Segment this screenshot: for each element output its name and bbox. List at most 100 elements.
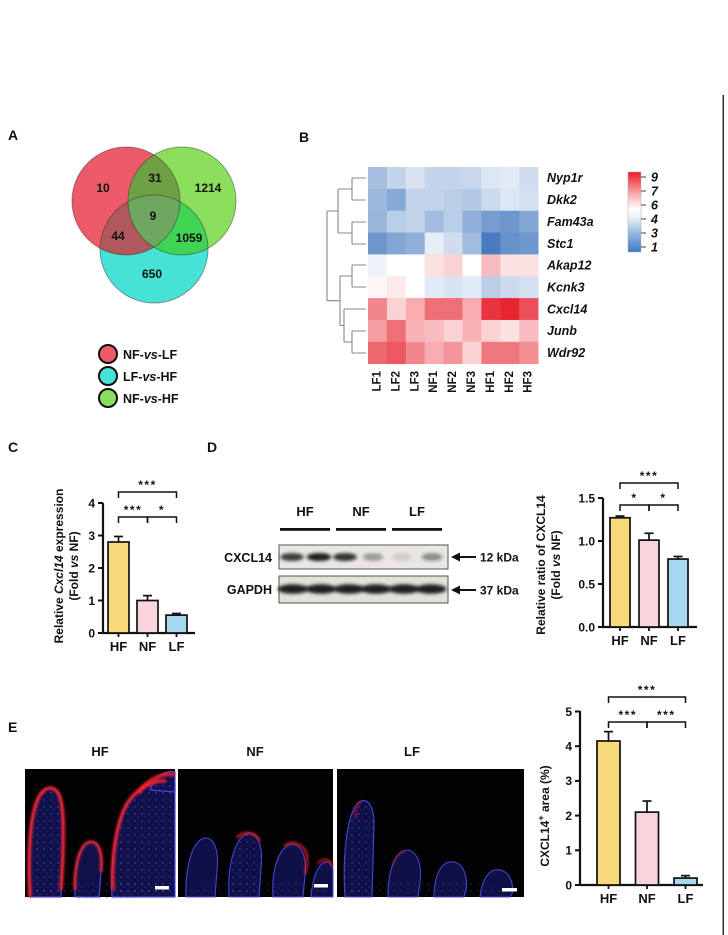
heatmap-cell	[462, 341, 482, 365]
heatmap-cell	[519, 254, 539, 277]
significance-label: ***	[638, 683, 657, 697]
heatmap-cell	[386, 254, 407, 277]
heatmap-row-label: Cxcl14	[547, 302, 587, 316]
blot-group-nf: NF	[352, 504, 369, 519]
heatmap-row-label: Dkk2	[547, 193, 577, 207]
heatmap-cell	[368, 254, 388, 277]
x-category-label: LF	[678, 891, 694, 906]
heatmap-cell	[481, 319, 501, 343]
heatmap-cell	[368, 298, 388, 321]
y-tick-label: 1	[88, 594, 95, 608]
blot-band	[415, 584, 447, 594]
y-tick-label: 2	[88, 561, 95, 575]
panel-c-ylabel: Relative Cxcl14 expression (Fold vs NF)	[52, 489, 81, 644]
heatmap-cell	[519, 188, 539, 212]
heatmap-cell	[368, 319, 388, 343]
significance-bracket	[146, 516, 178, 523]
blot-band	[333, 584, 365, 594]
heatmap-cell	[368, 188, 388, 212]
heatmap-cell	[443, 341, 463, 365]
heatmap-grid: Nyp1r Dkk2 Fam43a Stc1 Akap12 Kcnk3 Cxcl14 Junb…	[368, 167, 594, 393]
heatmap-cell	[443, 319, 463, 343]
heatmap-cell	[500, 210, 520, 233]
heatmap-row-label: Wdr92	[547, 346, 585, 360]
heatmap-cell	[462, 167, 482, 190]
significance-label: ***	[138, 478, 157, 492]
heatmap-cell	[443, 188, 463, 212]
colorbar-tick-label: 9	[651, 170, 658, 184]
blot-group-underline	[336, 528, 386, 531]
svg-text:(Fold vs NF): (Fold vs NF)	[67, 531, 81, 600]
heatmap-col-label: HF3	[523, 371, 535, 393]
svg-text:Relative ratio of CXCL14: Relative ratio of CXCL14	[534, 495, 548, 635]
y-tick-label: 4	[88, 496, 95, 510]
blot-band	[333, 553, 357, 561]
heatmap-cell	[424, 319, 444, 343]
heatmap-cell	[386, 341, 407, 365]
y-tick-label: 3	[565, 774, 572, 788]
heatmap-cell	[368, 341, 388, 365]
heatmap-cell	[519, 298, 539, 321]
bar-nf	[638, 539, 660, 628]
heatmap-cell	[519, 210, 539, 233]
heatmap-row-label: Stc1	[547, 237, 573, 251]
heatmap-cell	[443, 298, 463, 321]
blot-row-label-cxcl14: CXCL14	[224, 551, 272, 565]
y-tick-label: 1.5	[578, 491, 595, 505]
colorbar-tick-label: 3	[651, 226, 658, 240]
heatmap-cell	[405, 210, 426, 233]
heatmap-col-label: LF2	[390, 371, 402, 391]
dendrogram	[326, 177, 366, 354]
heatmap-cell	[481, 254, 501, 277]
blot-arrow-12kda: 12 kDa	[451, 551, 519, 565]
significance-bracket	[607, 721, 648, 728]
heatmap-cell	[500, 254, 520, 277]
heatmap-cell	[481, 167, 501, 190]
svg-text:Relative Cxcl14 expression: Relative Cxcl14 expression	[52, 489, 66, 644]
venn-legend: NF-vs-LF LF-vs-HF NF-vs-HF	[98, 344, 179, 408]
legend-label-nf-vs-hf: NF-vs-HF	[123, 392, 179, 406]
x-category-label: HF	[110, 639, 127, 654]
heatmap-cell	[443, 276, 463, 299]
heatmap-cell	[405, 298, 426, 321]
scale-bar	[314, 884, 328, 888]
venn-outline	[99, 194, 209, 304]
panel-label-b: B	[299, 129, 309, 145]
blot-band	[392, 553, 412, 561]
heatmap-cell	[500, 188, 520, 212]
blot-row-label-gapdh: GAPDH	[227, 583, 272, 597]
legend-swatch-nf-vs-hf	[98, 388, 118, 408]
venn-outline	[127, 146, 237, 256]
panel-e-ylabel: CXCL14+ area (%)	[536, 765, 552, 866]
panel-label-c: C	[8, 439, 18, 455]
micro-image-lf	[337, 769, 524, 898]
micro-label-hf: HF	[91, 744, 108, 759]
heatmap-cell	[386, 188, 407, 212]
micro-image-nf	[178, 769, 335, 898]
y-tick-label: 0	[88, 626, 95, 640]
significance-bracket	[117, 516, 149, 523]
blot-kda-12: 12 kDa	[480, 551, 519, 565]
micro-label-lf: LF	[404, 744, 420, 759]
bar-hf	[609, 516, 631, 628]
heatmap-cell	[481, 210, 501, 233]
venn-overlap-center	[128, 195, 180, 255]
blot-bands-gapdh	[277, 584, 447, 594]
heatmap-cell	[424, 167, 444, 190]
bar-hf	[596, 740, 621, 886]
heatmap-cell	[462, 254, 482, 277]
x-category-label: HF	[611, 633, 628, 648]
blot-band	[360, 584, 392, 594]
significance-label: ***	[618, 708, 637, 722]
blot-band	[280, 553, 304, 561]
heatmap-cell	[519, 167, 539, 190]
blot-band	[421, 553, 443, 561]
heatmap-cell	[500, 319, 520, 343]
bar-lf	[165, 614, 188, 634]
heatmap-cell	[519, 341, 539, 365]
svg-text:(Fold vs NF): (Fold vs NF)	[549, 530, 563, 599]
blot-group-hf: HF	[296, 504, 313, 519]
venn-count-green-only: 1214	[195, 181, 222, 195]
